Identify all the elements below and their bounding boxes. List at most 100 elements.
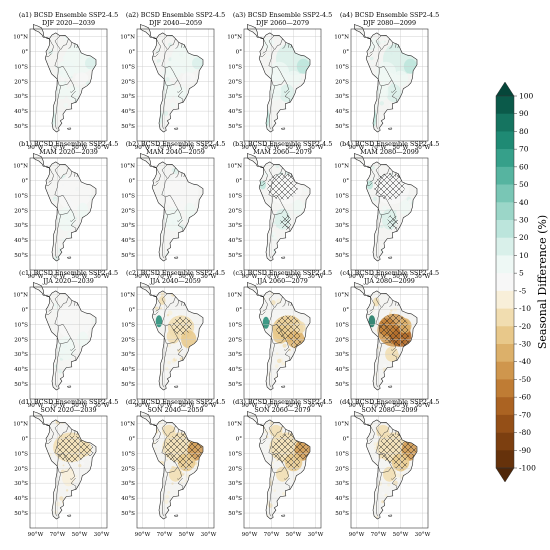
country-border bbox=[167, 425, 176, 437]
colorbar-segment bbox=[496, 308, 514, 327]
country-border bbox=[54, 422, 61, 445]
country-border bbox=[391, 348, 397, 355]
country-border bbox=[283, 208, 289, 222]
country-border bbox=[375, 293, 382, 316]
country-border bbox=[153, 311, 159, 315]
country-border bbox=[390, 466, 396, 480]
lat-tick-label: 10°N bbox=[13, 421, 28, 427]
panel-title: (a4) BCSD Ensemble SSP2-4.5 bbox=[340, 11, 439, 19]
country-border bbox=[183, 173, 185, 178]
country-border bbox=[376, 465, 383, 517]
coastline bbox=[44, 32, 97, 133]
country-border bbox=[395, 172, 397, 177]
lon-tick-label: 70°W bbox=[371, 532, 387, 538]
anomaly-region bbox=[262, 316, 270, 329]
country-border bbox=[392, 96, 398, 102]
country-border bbox=[283, 337, 289, 351]
lat-tick-label: 0° bbox=[22, 436, 29, 442]
lat-tick-label: 20°S bbox=[228, 79, 242, 85]
country-border bbox=[68, 300, 73, 307]
panel-subtitle: DJF 2080—2099 bbox=[363, 19, 416, 27]
country-border bbox=[290, 173, 292, 178]
country-border bbox=[70, 90, 76, 97]
lat-tick-label: 40°S bbox=[14, 238, 28, 244]
country-border bbox=[367, 440, 373, 444]
lon-tick-label: 70°W bbox=[50, 145, 66, 151]
country-border bbox=[68, 42, 73, 49]
lat-tick-label: 0° bbox=[22, 178, 29, 184]
lon-tick-label: 90°W bbox=[349, 274, 365, 280]
anomaly-region bbox=[292, 199, 304, 215]
country-border bbox=[153, 440, 159, 444]
lon-tick-label: 50°W bbox=[179, 403, 195, 409]
colorbar-extend-min bbox=[495, 467, 515, 483]
lon-tick-label: 70°W bbox=[371, 145, 387, 151]
colorbar-tick-label: -80 bbox=[519, 428, 531, 437]
panel-title: (c3) BCSD Ensemble SSP2-4.5 bbox=[233, 269, 332, 277]
colorbar-tick-label: -90 bbox=[519, 446, 531, 455]
country-border bbox=[155, 296, 161, 312]
colorbar-segment bbox=[496, 113, 514, 132]
lon-tick-label: 50°W bbox=[179, 532, 195, 538]
coastline bbox=[151, 290, 204, 391]
panel-title: (c1) BCSD Ensemble SSP2-4.5 bbox=[19, 269, 118, 277]
panel-subtitle: SON 2080—2099 bbox=[361, 406, 417, 414]
country-border bbox=[177, 477, 183, 484]
lat-tick-label: 10°S bbox=[228, 193, 242, 199]
country-border bbox=[392, 225, 398, 231]
lat-tick-label: 0° bbox=[343, 178, 350, 184]
panel-subtitle: DJF 2060—2079 bbox=[256, 19, 309, 27]
country-border bbox=[390, 337, 396, 351]
country-border bbox=[54, 35, 61, 58]
country-border bbox=[175, 171, 180, 178]
lat-tick-label: 40°S bbox=[228, 109, 242, 115]
lat-tick-label: 0° bbox=[343, 436, 350, 442]
lat-tick-label: 10°S bbox=[14, 322, 28, 328]
colorbar-tick-label: -100 bbox=[519, 464, 536, 473]
lat-tick-label: 30°S bbox=[335, 223, 349, 229]
lon-tick-label: 90°W bbox=[135, 145, 151, 151]
significance-hatch bbox=[290, 333, 302, 349]
country-border bbox=[177, 337, 182, 351]
country-border bbox=[58, 66, 71, 86]
lat-tick-label: 50°S bbox=[228, 124, 242, 130]
country-border bbox=[389, 42, 394, 49]
lat-tick-label: 10°N bbox=[13, 163, 28, 169]
country-border bbox=[71, 354, 77, 360]
lat-tick-label: 10°N bbox=[120, 34, 135, 40]
lon-tick-label: 70°W bbox=[50, 403, 66, 409]
country-border bbox=[390, 79, 396, 93]
lat-tick-label: 40°S bbox=[121, 367, 135, 373]
country-border bbox=[260, 182, 266, 186]
panel-title: (b1) BCSD Ensemble SSP2-4.5 bbox=[19, 140, 119, 148]
country-border bbox=[178, 225, 184, 231]
lon-tick-label: 70°W bbox=[50, 532, 66, 538]
country-border bbox=[381, 296, 390, 308]
lat-tick-label: 30°S bbox=[228, 481, 242, 487]
panel-title: (d4) BCSD Ensemble SSP2-4.5 bbox=[340, 398, 440, 406]
lat-tick-label: 50°S bbox=[121, 253, 135, 259]
country-border bbox=[165, 66, 178, 86]
country-border bbox=[162, 78, 169, 130]
colorbar-segment bbox=[496, 96, 514, 115]
country-border bbox=[70, 219, 76, 226]
lat-tick-label: 30°S bbox=[335, 352, 349, 358]
country-border bbox=[175, 42, 180, 49]
country-border bbox=[268, 35, 275, 58]
country-border bbox=[272, 324, 285, 344]
significance-hatch bbox=[387, 214, 399, 230]
lat-tick-label: 0° bbox=[343, 49, 350, 55]
lat-tick-label: 40°S bbox=[228, 367, 242, 373]
lat-tick-label: 20°S bbox=[121, 466, 135, 472]
country-border bbox=[60, 296, 69, 308]
panel-title: (d3) BCSD Ensemble SSP2-4.5 bbox=[233, 398, 333, 406]
significance-hatch bbox=[267, 173, 298, 200]
lon-tick-label: 70°W bbox=[371, 403, 387, 409]
lat-tick-label: 40°S bbox=[335, 109, 349, 115]
country-border bbox=[376, 78, 383, 130]
anomaly-region bbox=[168, 466, 183, 482]
country-border bbox=[381, 38, 390, 50]
colorbar-tick-label: -70 bbox=[519, 410, 531, 419]
